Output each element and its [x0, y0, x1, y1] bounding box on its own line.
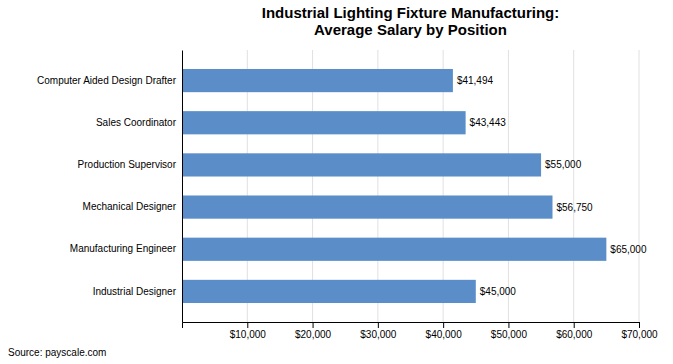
- x-tick-label: $70,000: [621, 329, 658, 340]
- annotation: Source: payscale.com: [8, 347, 106, 358]
- x-tick-label: $40,000: [426, 329, 463, 340]
- x-tick-mark: [443, 322, 444, 328]
- bar: [182, 69, 453, 92]
- y-tick: Industrial Designer: [93, 286, 177, 297]
- y-axis: Industrial Designer Manufacturing Enginee…: [37, 51, 182, 323]
- x-tick-mark: [574, 322, 575, 328]
- bars: [182, 69, 606, 303]
- y-tick-label: Mechanical Designer: [83, 201, 177, 212]
- data-label: $55,000: [545, 159, 582, 170]
- y-tick: Production Supervisor: [78, 159, 177, 170]
- x-tick: $10,000: [230, 322, 267, 340]
- data-label: $45,000: [480, 286, 517, 297]
- x-tick-mark: [508, 322, 509, 328]
- y-tick-label: Sales Coordinator: [96, 117, 177, 128]
- x-tick-label: $10,000: [230, 329, 267, 340]
- x-tick-mark: [313, 322, 314, 328]
- title: Industrial Lighting Fixture Manufacturin…: [262, 4, 560, 38]
- y-axis-line: [182, 51, 183, 323]
- data-label: $41,494: [457, 75, 494, 86]
- x-axis-line: [183, 323, 640, 329]
- x-tick: $20,000: [295, 322, 332, 340]
- grid-line: [639, 50, 640, 322]
- y-tick: Computer Aided Design Drafter: [37, 75, 177, 86]
- y-tick: Sales Coordinator: [96, 117, 177, 128]
- x-tick: $70,000: [621, 322, 658, 340]
- plot: $10,000 $20,000 $30,000 $40,000 $50,000 $60,0…: [37, 50, 658, 340]
- y-tick-label: Production Supervisor: [78, 159, 177, 170]
- x-tick-label: $20,000: [295, 329, 332, 340]
- bar: [182, 280, 476, 303]
- x-tick: $40,000: [426, 322, 463, 340]
- x-tick-label: $60,000: [556, 329, 593, 340]
- y-tick-label: Industrial Designer: [93, 286, 177, 297]
- x-tick: $30,000: [360, 322, 397, 340]
- x-tick-label: $30,000: [360, 329, 397, 340]
- x-tick-mark: [378, 322, 379, 328]
- x-tick-mark: [247, 322, 248, 328]
- y-tick-label: Manufacturing Engineer: [70, 243, 177, 254]
- data-label: $65,000: [610, 244, 647, 255]
- y-tick: Manufacturing Engineer: [70, 243, 177, 254]
- y-tick: Mechanical Designer: [83, 201, 177, 212]
- x-tick: $60,000: [556, 322, 593, 340]
- bar: [182, 195, 552, 218]
- x-tick: $50,000: [491, 322, 528, 340]
- bar: [182, 153, 541, 176]
- bar: [182, 238, 606, 261]
- grid-line: [508, 50, 509, 322]
- x-axis: $10,000 $20,000 $30,000 $40,000 $50,000 $60,0…: [183, 322, 659, 340]
- chart: $10,000 $20,000 $30,000 $40,000 $50,000 $60,0…: [0, 0, 673, 364]
- x-tick-mark: [639, 322, 640, 328]
- grid-line: [573, 50, 574, 322]
- data-label: $43,443: [470, 117, 507, 128]
- x-tick-label: $50,000: [491, 329, 528, 340]
- bar: [182, 111, 466, 134]
- data-labels: $45,000 $65,000 $56,750 $55,000 $43,443 $41,4…: [457, 75, 647, 297]
- y-tick-label: Computer Aided Design Drafter: [37, 75, 177, 86]
- data-label: $56,750: [556, 202, 593, 213]
